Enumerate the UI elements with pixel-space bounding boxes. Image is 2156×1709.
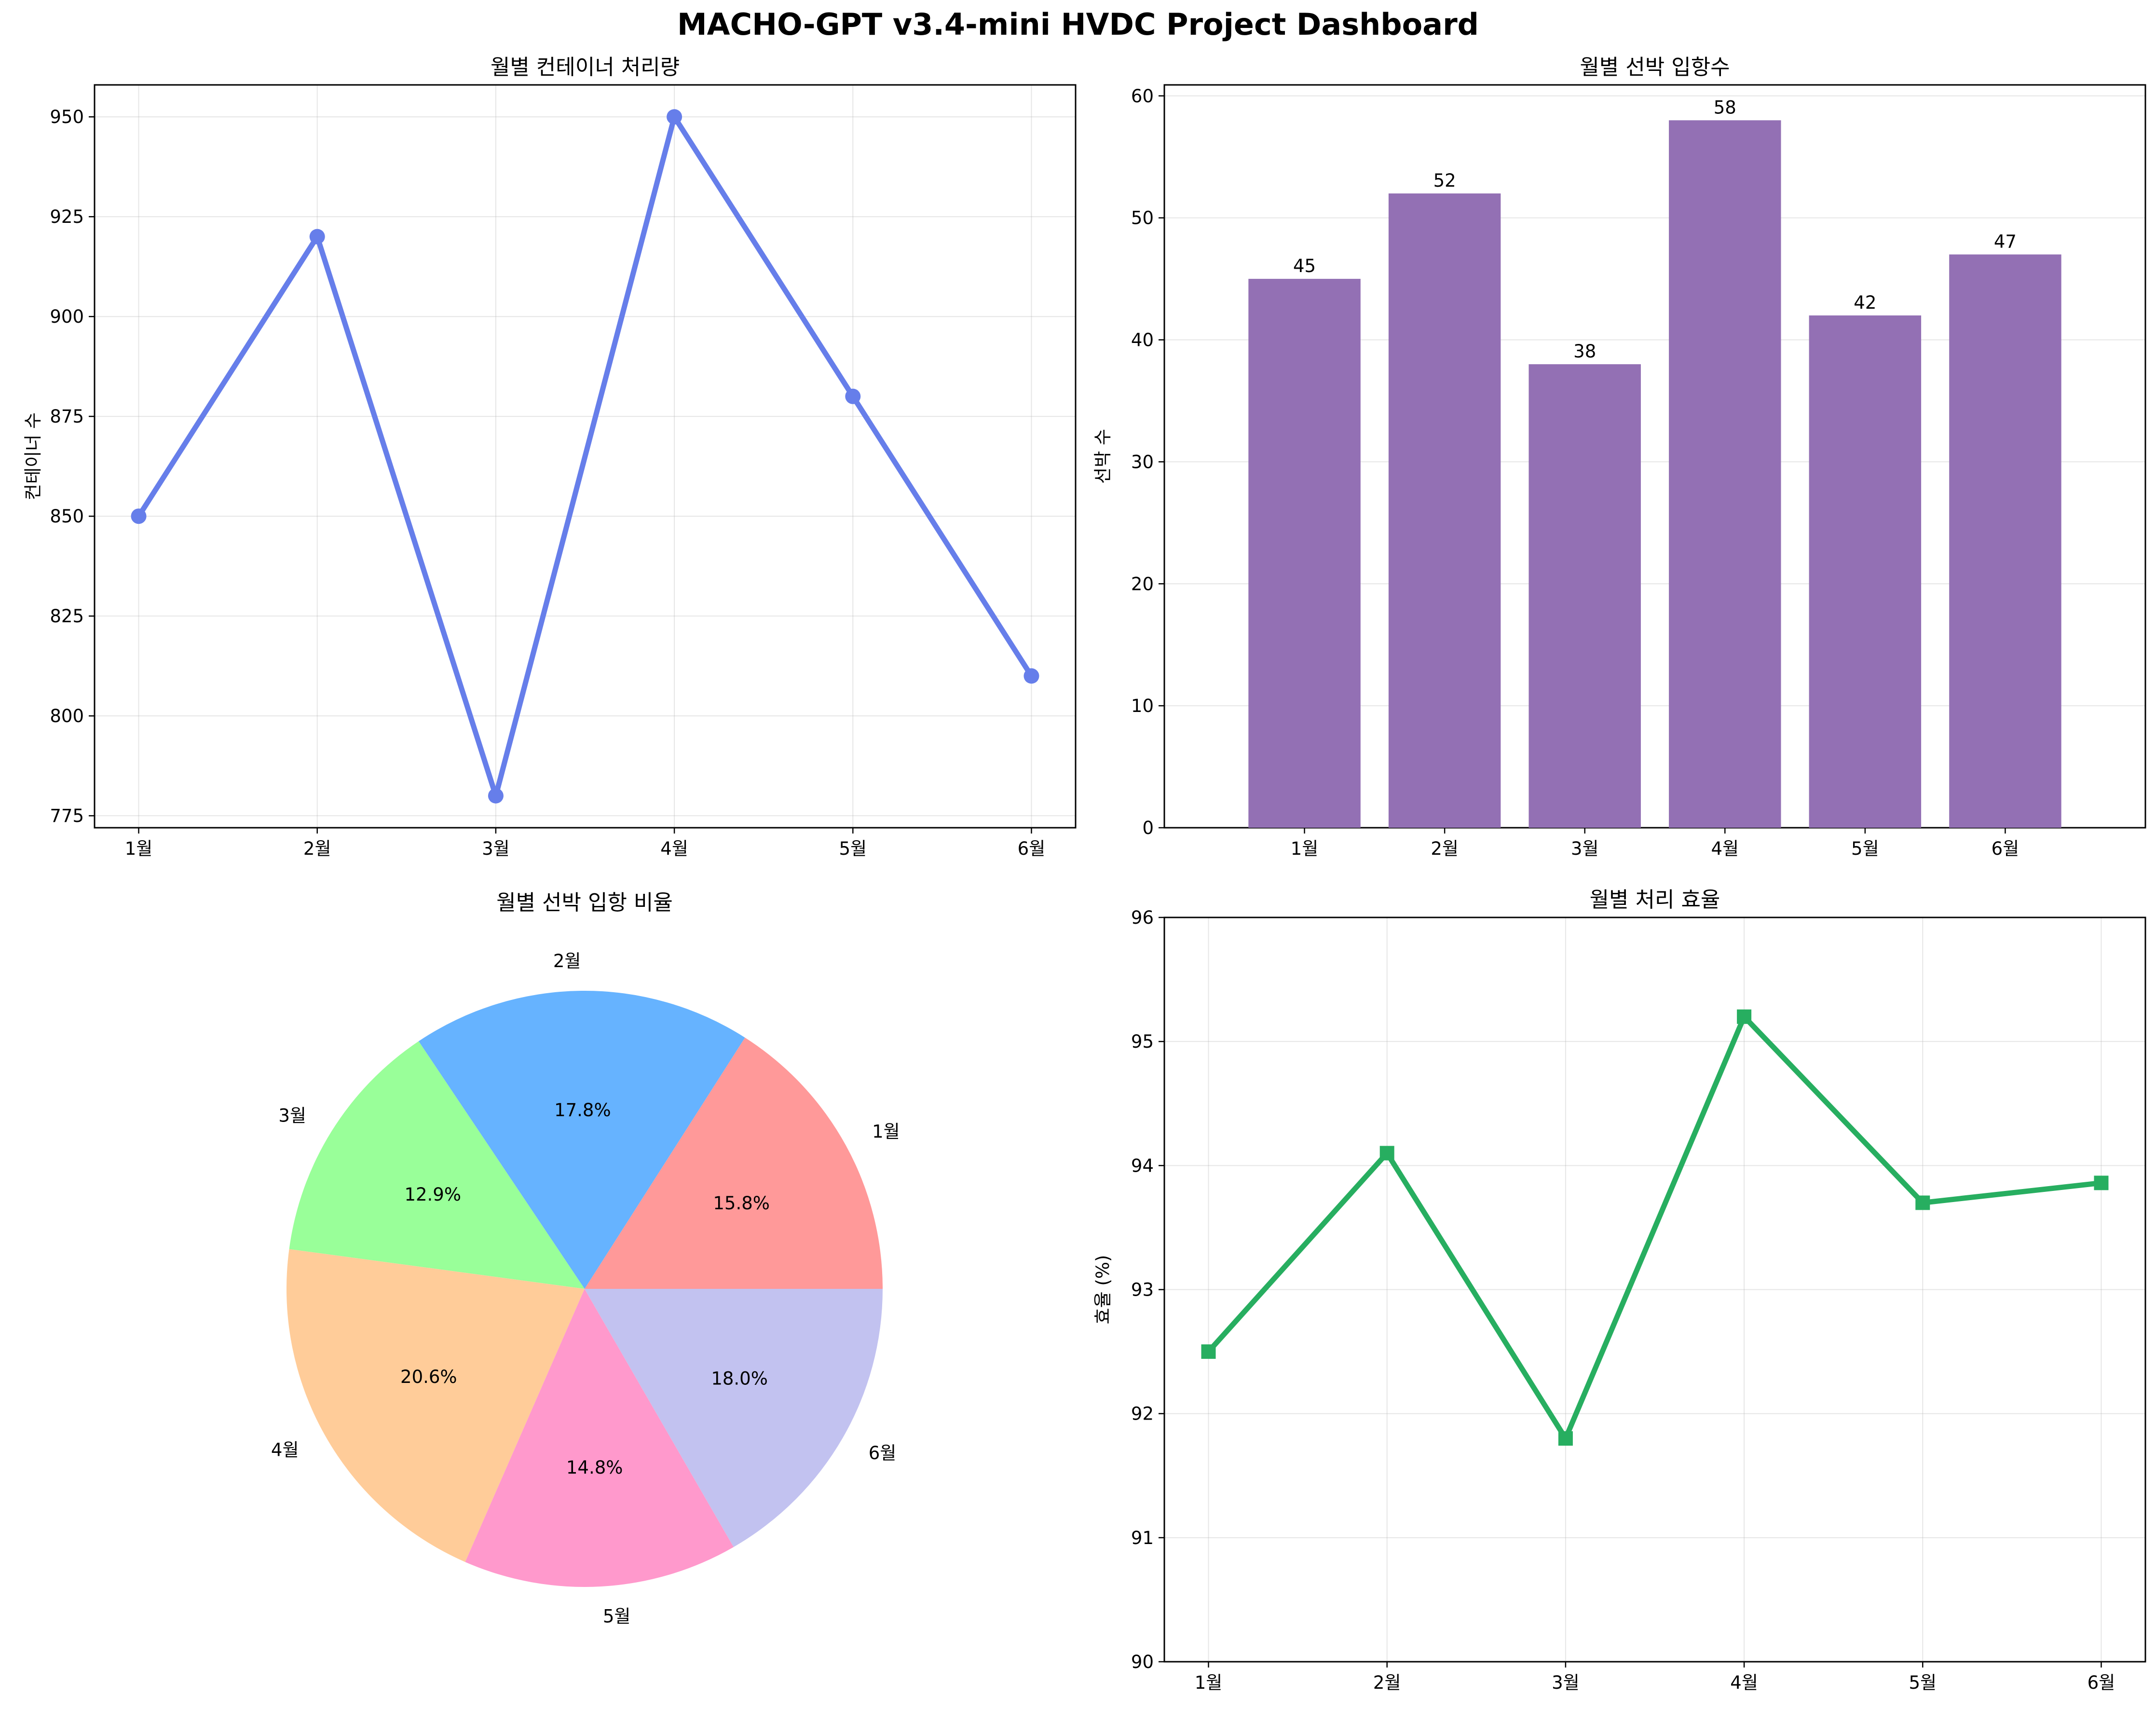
efficiency-ytick-label: 96 [1131,907,1154,928]
throughput-xtick-label: 5월 [839,838,867,859]
efficiency-ytick-label: 94 [1131,1155,1154,1176]
efficiency-ytick-label: 95 [1131,1031,1154,1052]
vessels-ytick-label: 60 [1131,86,1154,107]
efficiency-xtick-label: 2월 [1373,1672,1401,1693]
share-slice-label: 1월 [872,1121,900,1142]
vessels-bar [1528,364,1641,828]
vessels-bar-label: 45 [1293,256,1316,276]
throughput-xtick-label: 3월 [482,838,510,859]
throughput-axes-frame [94,84,1077,829]
throughput-ytick-label: 825 [50,606,84,627]
throughput-ytick-label: 800 [50,706,84,726]
efficiency-point [1915,1195,1930,1210]
vessels-bar-label: 47 [1994,231,2017,252]
vessels-title: 월별 선박 입항수 [1580,55,1730,80]
throughput-point [488,788,504,804]
efficiency-xtick-label: 5월 [1909,1672,1937,1693]
dashboard-title: MACHO-GPT v3.4-mini HVDC Project Dashboa… [677,7,1479,42]
vessels-ytick-label: 50 [1131,208,1154,229]
efficiency-point [1558,1431,1573,1446]
share-slice-percent: 12.9% [404,1184,461,1205]
share-slice [465,1289,734,1587]
share-slice-percent: 15.8% [713,1193,770,1214]
vessels-bar-label: 42 [1854,292,1876,313]
vessels-xtick-label: 2월 [1431,838,1459,859]
throughput-ytick-label: 850 [50,506,84,527]
throughput-ytick-label: 775 [50,806,84,826]
share-slice-percent: 20.6% [400,1367,457,1387]
efficiency-ylabel: 효율 (%) [1092,1255,1113,1325]
vessels-bar [1248,279,1361,828]
throughput-xtick-label: 4월 [660,838,688,859]
throughput-ylabel: 컨테이너 수 [23,412,43,500]
efficiency-point [1201,1344,1216,1359]
vessels-bar-label: 38 [1573,341,1596,362]
efficiency-xtick-label: 3월 [1552,1672,1580,1693]
throughput-series-line [136,114,1034,799]
throughput-ytick-label: 900 [50,306,84,327]
efficiency-ytick-label: 90 [1131,1652,1154,1672]
throughput-title: 월별 컨테이너 처리량 [491,55,680,80]
vessels-xtick-label: 5월 [1851,838,1879,859]
efficiency-ytick-label: 92 [1131,1404,1154,1424]
throughput-point [845,388,861,404]
vessels-bar [1669,120,1781,828]
vessels-ytick-label: 10 [1131,696,1154,716]
share-slice-label: 5월 [603,1606,631,1627]
efficiency-xtick-label: 4월 [1730,1672,1758,1693]
throughput-ytick-label: 950 [50,107,84,127]
share-slice-percent: 18.0% [711,1368,768,1389]
vessels-ylabel: 선박 수 [1092,429,1113,484]
efficiency-ytick-label: 91 [1131,1528,1154,1548]
share-slice [585,1289,883,1547]
vessels-bar [1809,315,1922,828]
share-slice [418,991,745,1289]
share-slice-percent: 17.8% [554,1100,611,1121]
throughput-point [1023,668,1039,684]
share-slice [289,1041,585,1289]
vessels-bar-label: 58 [1714,97,1736,118]
vessels-xtick-label: 4월 [1711,838,1739,859]
share-slice-label: 6월 [869,1443,897,1463]
efficiency-series-line [1206,1014,2102,1441]
vessels-xtick-label: 3월 [1571,838,1599,859]
share-slice [287,1249,585,1562]
vessels-bar-label: 52 [1433,170,1456,191]
efficiency-xtick-label: 6월 [2088,1672,2115,1693]
vessels-ytick-label: 20 [1131,574,1154,594]
efficiency-point [1737,1009,1752,1024]
share-slice-label: 3월 [278,1106,306,1126]
share-slice [585,1038,883,1289]
throughput-xtick-label: 2월 [303,838,331,859]
efficiency-title: 월별 처리 효율 [1590,888,1720,912]
share-slice-percent: 14.8% [566,1457,623,1478]
throughput-point [667,109,682,125]
throughput-point [131,508,147,524]
efficiency-xtick-label: 1월 [1195,1672,1223,1693]
throughput-point [309,229,325,245]
throughput-ytick-label: 925 [50,206,84,227]
vessels-ytick-label: 40 [1131,330,1154,351]
vessels-xtick-label: 6월 [1992,838,2020,859]
efficiency-point [2094,1176,2109,1190]
throughput-ytick-label: 875 [50,406,84,427]
throughput-xtick-label: 6월 [1018,838,1046,859]
efficiency-ytick-label: 93 [1131,1280,1154,1300]
efficiency-point [1379,1146,1394,1161]
vessels-ytick-label: 0 [1142,818,1154,838]
vessels-bar [1388,193,1501,828]
share-slice-label: 4월 [271,1439,299,1460]
vessels-bar [1949,254,2061,828]
vessels-ytick-label: 30 [1131,451,1154,472]
share-title: 월별 선박 입항 비율 [496,890,673,915]
vessels-axes-frame [1163,84,2146,829]
throughput-xtick-label: 1월 [125,838,153,859]
share-slice-label: 2월 [553,951,581,971]
vessels-xtick-label: 1월 [1291,838,1319,859]
